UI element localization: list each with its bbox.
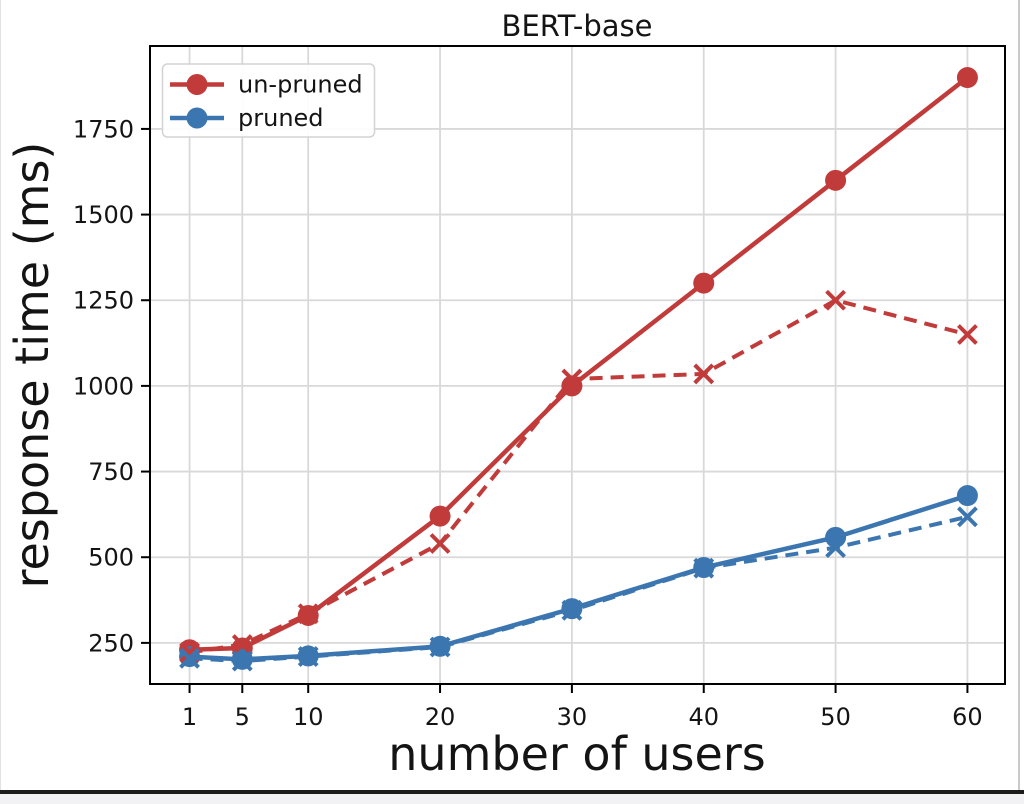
series-line-pruned [189,493,969,662]
x-tick-label: 20 [425,703,456,731]
series-line-un-pruned-dashed [189,298,968,655]
y-tick-label: 1000 [73,372,134,400]
marker-x-un-pruned-dashed [231,634,253,656]
y-axis-label: response time (ms) [5,142,59,589]
marker-x-pruned-dashed [957,506,978,528]
grid [150,46,1005,684]
x-tick-label: 1 [182,703,197,731]
marker-x-un-pruned-dashed [429,533,451,554]
marker-x-pruned-dashed [693,557,715,579]
y-tick-label: 1500 [73,201,134,229]
legend-circle-marker [186,74,208,95]
plot-series [179,67,978,672]
marker-x-pruned-dashed [825,537,846,559]
y-tick-label: 1750 [73,115,134,143]
marker-circle-un-pruned [429,505,451,527]
marker-circle-pruned [956,485,978,507]
x-tick-label: 30 [557,703,588,731]
y-tick-label: 500 [88,544,134,572]
marker-x-un-pruned-dashed [297,603,319,625]
marker-x-un-pruned-dashed [693,363,715,385]
series-line-un-pruned [189,75,969,652]
x-tick-label: 50 [820,703,851,731]
marker-x-un-pruned-dashed [561,368,583,390]
marker-x-un-pruned-dashed [825,289,846,311]
window-border-left [0,0,1,804]
chart-title: BERT-base [502,9,653,43]
x-tick-label: 10 [293,703,324,731]
axes-frame [149,45,1006,685]
marker-x-un-pruned-dashed [957,324,978,345]
y-tick-label: 750 [88,458,134,486]
window-border-bottom [0,790,1024,794]
x-tick-label: 40 [688,703,719,731]
x-tick-label: 5 [235,703,250,731]
marker-x-pruned-dashed [179,647,200,669]
marker-circle-un-pruned [825,169,847,191]
marker-circle-un-pruned [956,67,978,89]
axis-ticks: 1 5 10 20 30 40 50 60 250 500 750 1000 1250 1500 1750 [73,115,983,731]
legend-entry-un-pruned: un-pruned [170,71,363,99]
window-border-bottom-strip [0,794,1024,804]
legend-circle-marker [186,107,208,129]
marker-circle-pruned [825,526,847,548]
marker-x-pruned-dashed [297,646,319,668]
x-axis-label: number of users [388,727,765,781]
marker-x-pruned-dashed [561,599,583,621]
series-line-pruned-dashed [189,514,968,664]
legend-label: pruned [238,104,324,132]
legend-label: un-pruned [238,71,363,99]
x-tick-label: 60 [952,703,983,731]
marker-circle-un-pruned [693,272,715,294]
marker-x-pruned-dashed [231,650,253,672]
y-tick-label: 250 [88,629,134,657]
legend-entry-pruned: pruned [170,104,324,132]
marker-x-pruned-dashed [429,636,451,658]
y-tick-label: 1250 [73,287,134,315]
legend: un-pruned pruned [161,63,376,138]
window-border-right [1018,0,1020,804]
